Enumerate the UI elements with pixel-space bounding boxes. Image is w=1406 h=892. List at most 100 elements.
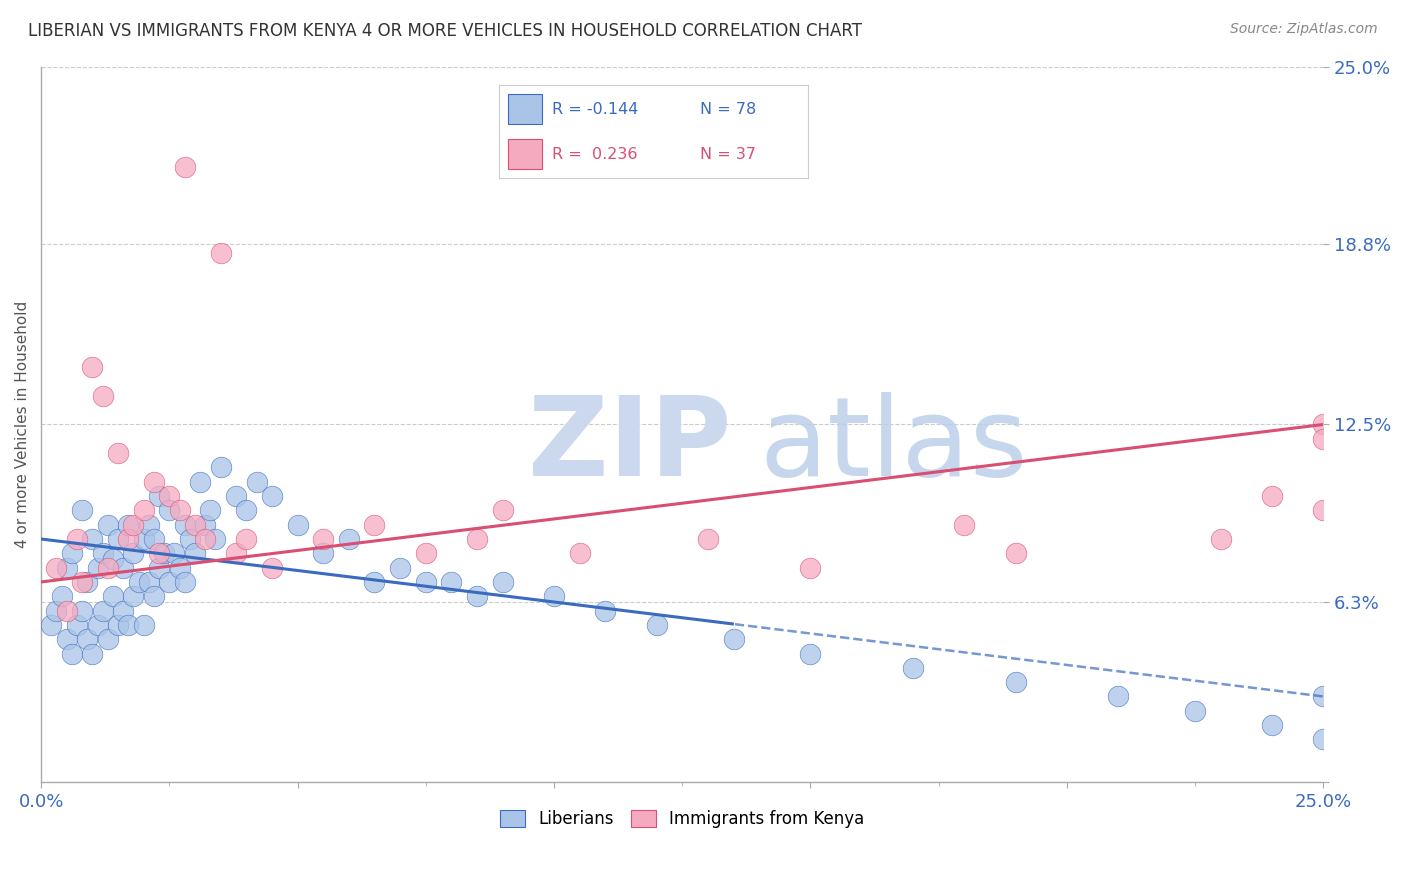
- Point: [312, 532, 335, 546]
- Point: [148, 560, 170, 574]
- Point: [101, 552, 124, 566]
- Point: [723, 632, 745, 647]
- Point: [696, 532, 718, 546]
- Point: [169, 503, 191, 517]
- Point: [157, 503, 180, 517]
- Point: [1312, 732, 1334, 747]
- Point: [153, 546, 176, 560]
- Point: [117, 517, 139, 532]
- Point: [66, 618, 89, 632]
- Point: [91, 389, 114, 403]
- Text: N = 37: N = 37: [700, 146, 756, 161]
- Point: [122, 546, 145, 560]
- Point: [122, 589, 145, 603]
- Point: [245, 475, 267, 489]
- Point: [117, 532, 139, 546]
- Point: [194, 517, 217, 532]
- Point: [465, 532, 488, 546]
- Point: [132, 532, 155, 546]
- Point: [799, 560, 821, 574]
- Point: [60, 546, 83, 560]
- Point: [1312, 503, 1334, 517]
- Point: [1004, 546, 1026, 560]
- Point: [492, 503, 515, 517]
- Point: [76, 632, 98, 647]
- Text: LIBERIAN VS IMMIGRANTS FROM KENYA 4 OR MORE VEHICLES IN HOUSEHOLD CORRELATION CH: LIBERIAN VS IMMIGRANTS FROM KENYA 4 OR M…: [28, 22, 862, 40]
- Point: [1312, 432, 1334, 446]
- Point: [107, 446, 129, 460]
- Text: N = 78: N = 78: [700, 102, 756, 117]
- Point: [91, 603, 114, 617]
- Point: [260, 560, 283, 574]
- Point: [1312, 690, 1334, 704]
- Point: [209, 245, 232, 260]
- Point: [389, 560, 412, 574]
- Point: [97, 560, 120, 574]
- Point: [799, 647, 821, 661]
- Text: ZIP: ZIP: [529, 392, 731, 500]
- Point: [148, 546, 170, 560]
- Point: [235, 503, 257, 517]
- Point: [169, 560, 191, 574]
- Point: [76, 574, 98, 589]
- Point: [568, 546, 591, 560]
- Point: [157, 489, 180, 503]
- Point: [132, 618, 155, 632]
- Point: [287, 517, 309, 532]
- Point: [1004, 675, 1026, 690]
- Y-axis label: 4 or more Vehicles in Household: 4 or more Vehicles in Household: [15, 301, 30, 548]
- Point: [41, 618, 63, 632]
- Point: [901, 661, 924, 675]
- Point: [645, 618, 668, 632]
- Point: [260, 489, 283, 503]
- Point: [1184, 704, 1206, 718]
- Point: [70, 503, 93, 517]
- Legend: Liberians, Immigrants from Kenya: Liberians, Immigrants from Kenya: [494, 804, 870, 835]
- Point: [138, 517, 160, 532]
- Point: [142, 532, 165, 546]
- Text: Source: ZipAtlas.com: Source: ZipAtlas.com: [1230, 22, 1378, 37]
- Point: [173, 517, 195, 532]
- Point: [1312, 417, 1334, 432]
- Point: [66, 532, 89, 546]
- Point: [492, 574, 515, 589]
- Point: [132, 503, 155, 517]
- Point: [163, 546, 186, 560]
- Point: [235, 532, 257, 546]
- Point: [312, 546, 335, 560]
- Point: [184, 517, 207, 532]
- Point: [107, 618, 129, 632]
- FancyBboxPatch shape: [509, 95, 543, 124]
- Point: [97, 632, 120, 647]
- Point: [179, 532, 201, 546]
- Point: [440, 574, 463, 589]
- Point: [128, 574, 150, 589]
- Point: [112, 560, 135, 574]
- Point: [1107, 690, 1129, 704]
- Point: [184, 546, 207, 560]
- Point: [363, 574, 385, 589]
- Point: [55, 603, 77, 617]
- Point: [122, 517, 145, 532]
- Point: [82, 532, 104, 546]
- Text: atlas: atlas: [759, 392, 1028, 500]
- Point: [117, 618, 139, 632]
- Point: [55, 560, 77, 574]
- Point: [415, 546, 437, 560]
- Point: [337, 532, 360, 546]
- Point: [112, 603, 135, 617]
- Point: [97, 517, 120, 532]
- Point: [953, 517, 976, 532]
- Point: [70, 574, 93, 589]
- Point: [209, 460, 232, 475]
- Point: [200, 503, 222, 517]
- Point: [543, 589, 565, 603]
- Point: [82, 647, 104, 661]
- Point: [173, 574, 195, 589]
- Point: [82, 360, 104, 375]
- Point: [204, 532, 226, 546]
- Point: [595, 603, 617, 617]
- Point: [148, 489, 170, 503]
- Point: [142, 475, 165, 489]
- Point: [91, 546, 114, 560]
